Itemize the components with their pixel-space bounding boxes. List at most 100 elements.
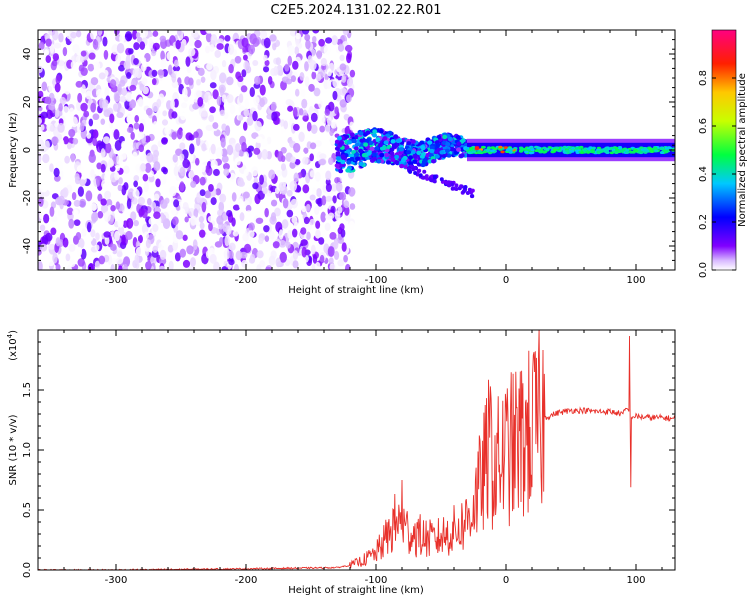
spectrogram-cell <box>292 123 300 131</box>
spectrogram-cell <box>255 217 264 224</box>
spectrogram-cell <box>117 225 125 236</box>
snr-x-label: Height of straight line (km) <box>288 585 424 596</box>
colorbar-gradient <box>711 29 737 271</box>
spectrogram-cell <box>82 209 89 219</box>
spectrogram-cell <box>325 183 332 192</box>
spectrogram-cell <box>422 159 428 164</box>
colorbar-tick-label: 0.2 <box>698 214 709 230</box>
spectrogram-cell <box>180 112 187 121</box>
spectrogram-cell <box>312 35 317 43</box>
spectrogram-cell <box>667 146 672 150</box>
spectrogram-cell <box>542 146 547 150</box>
spectrogram-cell <box>304 61 309 72</box>
spectrogram-cell <box>219 86 225 98</box>
spectrogram-cell <box>79 122 85 132</box>
spectrogram-cell <box>254 75 261 85</box>
spectrogram-cell <box>199 176 206 186</box>
spectrogram-cell <box>477 151 482 154</box>
spectrogram-cell <box>90 77 99 86</box>
spectrogram-cell <box>90 203 98 211</box>
spectrogram-cell <box>263 37 271 49</box>
spectrogram-cell <box>278 229 284 240</box>
snr-multiplier-exp: 4 <box>6 333 14 338</box>
spectrogram-cell <box>429 145 435 150</box>
spectrogram-cell <box>283 30 289 37</box>
spectrogram-cell <box>439 150 445 155</box>
spectrogram-cell <box>189 143 195 155</box>
spectrogram-cell <box>192 103 200 110</box>
spectrogram-cell <box>226 76 234 86</box>
spectrogram-cell <box>284 63 290 72</box>
spectrogram-cell <box>90 30 96 40</box>
figure-title: C2E5.2024.131.02.22.R01 <box>270 3 441 18</box>
spectrogram-cell <box>659 147 664 151</box>
spectrogram-cell <box>292 60 299 70</box>
spectrogram-cell <box>79 55 85 63</box>
spectrogram-cell <box>235 143 241 153</box>
spectrogram-cell <box>213 261 220 270</box>
spectrogram-cell <box>268 255 276 266</box>
spectrogram-cell <box>621 148 626 152</box>
spectrogram-cell <box>182 234 188 241</box>
spectrogram-cell <box>151 78 157 86</box>
spectrogram-cell <box>314 140 322 147</box>
spectrogram-cell <box>90 229 96 238</box>
spectrogram-cell <box>291 215 298 224</box>
spectrogram-cell <box>97 210 104 219</box>
spectrogram-cell <box>465 146 470 150</box>
spectrogram-cell <box>77 186 85 197</box>
spectrogram-cell <box>145 107 153 116</box>
spectrogram-cell <box>109 113 115 124</box>
spectrogram-cell <box>38 152 42 164</box>
spectrogram-cell <box>408 155 414 160</box>
spectrogram-cell <box>133 175 140 182</box>
spectrogram-cell <box>164 197 170 204</box>
spectrogram-cell <box>155 178 161 188</box>
spectrogram-cell <box>144 162 152 173</box>
spectrogram-cell <box>229 104 236 115</box>
spectrogram-cell <box>324 124 331 133</box>
spectrogram-cell <box>638 150 643 154</box>
spectrogram-cell <box>212 122 219 129</box>
spectrogram-cell <box>349 156 355 162</box>
spectrogram-cell <box>259 97 265 108</box>
spectrogram-cell <box>141 77 148 86</box>
x-tick-label: 100 <box>626 575 645 586</box>
spectrogram-cell <box>138 208 145 216</box>
spectrogram-cell <box>314 261 321 270</box>
spectrogram-cell <box>201 143 207 152</box>
spectrogram-cell <box>72 43 80 54</box>
spectrogram-cell <box>40 111 49 119</box>
spectrogram-cell <box>328 157 334 166</box>
spectrogram-cell <box>134 114 140 123</box>
spectrogram-cell <box>72 209 79 216</box>
spectrogram-cell <box>65 253 71 262</box>
spectrogram-cell <box>100 118 106 125</box>
spectrogram-cell <box>49 43 55 54</box>
spectrogram-cell <box>439 177 444 182</box>
spectrogram-cell <box>400 158 406 163</box>
spectrogram-cell <box>410 149 416 155</box>
spectrogram-cell <box>603 147 609 151</box>
spectrogram-cell <box>58 59 65 70</box>
spectrogram-cell <box>223 168 230 177</box>
spectrogram-cell <box>300 239 308 246</box>
spectrogram-cell <box>238 198 244 210</box>
spectrogram-cell <box>199 164 206 173</box>
spectrogram-cell <box>263 66 270 73</box>
spectrogram-cell <box>298 108 304 116</box>
spectrogram-cell <box>361 152 367 158</box>
spectrogram-cell <box>345 149 351 154</box>
spectrogram-cell <box>505 148 511 152</box>
spectrogram-cell <box>117 265 123 270</box>
spectrogram-cell <box>44 140 50 151</box>
spectrogram-cell <box>179 166 186 177</box>
spectrogram-cell <box>184 216 189 223</box>
spectrogram-cell <box>131 197 138 205</box>
spectrogram-cell <box>151 101 160 113</box>
spectrogram-cell <box>244 98 250 109</box>
spectrogram-cell <box>339 54 345 62</box>
spectrogram-cell <box>73 219 81 226</box>
spectrogram-cell <box>153 149 160 158</box>
spectrogram-cell <box>304 33 311 42</box>
